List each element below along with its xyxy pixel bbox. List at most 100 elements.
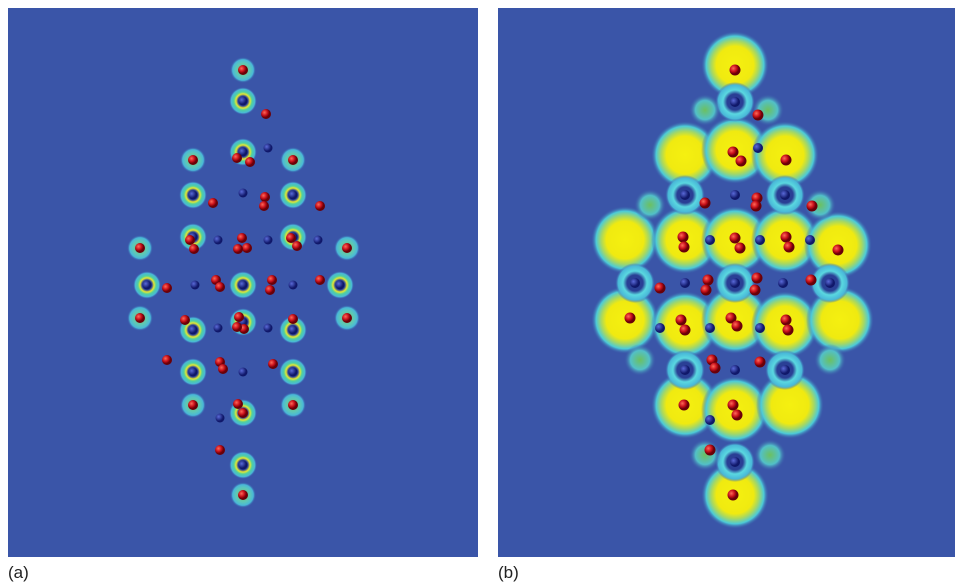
atom-blue: [264, 324, 273, 333]
atom-red: [783, 325, 794, 336]
atom-red: [233, 244, 243, 254]
atom-blue: [289, 326, 298, 335]
atom-blue: [239, 97, 248, 106]
atom-blue: [730, 278, 740, 288]
atom-red: [292, 241, 302, 251]
atom-red: [218, 364, 228, 374]
atom-red: [679, 242, 690, 253]
atom-red: [315, 275, 325, 285]
atom-blue: [730, 457, 740, 467]
atom-red: [833, 245, 844, 256]
atom-red: [736, 156, 747, 167]
atom-blue: [780, 365, 790, 375]
atom-red: [705, 445, 716, 456]
atom-red: [162, 283, 172, 293]
atom-red: [755, 357, 766, 368]
atom-blue: [680, 190, 690, 200]
density-side: [689, 94, 721, 126]
atom-blue: [705, 235, 715, 245]
atom-red: [700, 198, 711, 209]
atom-red: [261, 109, 271, 119]
atom-red: [342, 243, 352, 253]
atom-blue: [753, 143, 763, 153]
atom-red: [268, 359, 278, 369]
atom-red: [234, 312, 244, 322]
panel-label: (b): [498, 563, 519, 582]
atom-blue: [630, 278, 640, 288]
atom-red: [781, 232, 792, 243]
atom-blue: [730, 190, 740, 200]
atom-red: [701, 285, 712, 296]
atom-red: [750, 285, 761, 296]
atom-blue: [655, 323, 665, 333]
atom-blue: [755, 323, 765, 333]
atom-red: [288, 400, 298, 410]
atom-blue: [289, 191, 298, 200]
atom-red: [730, 65, 741, 76]
atom-blue: [289, 281, 298, 290]
atom-red: [245, 157, 255, 167]
atom-blue: [805, 235, 815, 245]
atom-red: [728, 400, 739, 411]
atom-red: [267, 275, 277, 285]
atom-blue: [189, 368, 198, 377]
atom-red: [655, 283, 666, 294]
density-side: [634, 189, 666, 221]
atom-red: [728, 490, 739, 501]
atom-red: [781, 315, 792, 326]
atom-red: [237, 233, 247, 243]
atom-blue: [214, 236, 223, 245]
atom-red: [781, 155, 792, 166]
atom-blue: [730, 97, 740, 107]
atom-blue: [216, 414, 225, 423]
atom-red: [189, 244, 199, 254]
atom-red: [732, 321, 743, 332]
atom-blue: [780, 190, 790, 200]
atom-blue: [314, 236, 323, 245]
atom-blue: [680, 365, 690, 375]
atom-blue: [705, 323, 715, 333]
atom-red: [753, 110, 764, 121]
atom-blue: [239, 368, 248, 377]
atom-blue: [778, 278, 788, 288]
atom-red: [188, 400, 198, 410]
atom-blue: [239, 461, 248, 470]
atom-red: [751, 201, 762, 212]
atom-red: [135, 243, 145, 253]
atom-red: [185, 235, 195, 245]
atom-red: [215, 445, 225, 455]
atom-blue: [705, 415, 715, 425]
atom-red: [680, 325, 691, 336]
atom-red: [260, 192, 270, 202]
atom-blue: [264, 144, 273, 153]
atom-red: [678, 232, 689, 243]
density-side: [754, 439, 786, 471]
atom-red: [806, 275, 817, 286]
atom-red: [625, 313, 636, 324]
atom-red: [242, 243, 252, 253]
atom-red: [233, 399, 243, 409]
atom-red: [730, 233, 741, 244]
atom-red: [342, 313, 352, 323]
atom-red: [180, 315, 190, 325]
atom-red: [679, 400, 690, 411]
atom-red: [288, 314, 298, 324]
atom-red: [752, 273, 763, 284]
atom-red: [784, 242, 795, 253]
density-side: [689, 439, 721, 471]
atom-red: [232, 153, 242, 163]
atom-blue: [336, 281, 345, 290]
atom-red: [728, 147, 739, 158]
atom-red: [215, 282, 225, 292]
atom-blue: [680, 278, 690, 288]
atom-blue: [189, 191, 198, 200]
atom-blue: [214, 324, 223, 333]
atom-red: [238, 65, 248, 75]
atom-red: [208, 198, 218, 208]
atom-red: [238, 490, 248, 500]
atom-blue: [289, 368, 298, 377]
atom-blue: [189, 326, 198, 335]
atom-blue: [825, 278, 835, 288]
atom-red: [710, 363, 721, 374]
atom-blue: [730, 365, 740, 375]
